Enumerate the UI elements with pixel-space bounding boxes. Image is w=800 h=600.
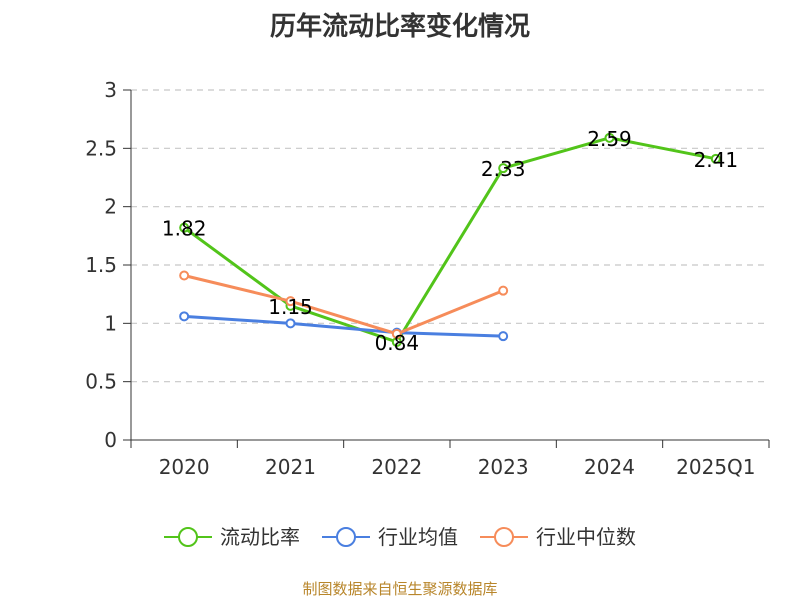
x-tick-label: 2020 xyxy=(159,455,210,479)
legend-marker xyxy=(178,527,198,547)
data-label: 2.41 xyxy=(694,148,739,172)
series-line xyxy=(183,274,504,336)
legend-marker xyxy=(336,527,356,547)
data-label: 0.84 xyxy=(375,331,420,355)
data-point xyxy=(179,270,190,281)
legend-item-2: 行业中位数 xyxy=(480,525,636,549)
data-point xyxy=(179,311,190,322)
y-tick-label: 2 xyxy=(104,195,117,219)
axes: 0 0.5 1 1.5 2 2.5 3 2020 2021 2022 2023 2024 2025Q1 xyxy=(85,78,770,479)
legend-label: 行业中位数 xyxy=(536,525,636,549)
x-tick-label: 2023 xyxy=(478,455,529,479)
y-tick-label: 3 xyxy=(104,78,117,102)
data-label: 2.59 xyxy=(587,127,632,151)
data-labels: 1.82 1.15 0.84 2.33 2.59 2.41 xyxy=(162,127,738,355)
data-point xyxy=(498,163,509,174)
y-tick-label: 0 xyxy=(104,428,117,452)
series-line xyxy=(184,314,504,338)
data-point xyxy=(604,132,615,143)
grid-lines xyxy=(131,89,769,383)
source-note: 制图数据来自恒生聚源数据库 xyxy=(302,580,498,598)
legend: 流动比率 行业均值 行业中位数 xyxy=(164,525,636,549)
x-tick-label: 2021 xyxy=(265,455,316,479)
legend-item-1: 行业均值 xyxy=(322,525,458,549)
x-tick-label: 2025Q1 xyxy=(676,455,755,479)
data-point xyxy=(710,153,721,164)
data-point xyxy=(179,222,190,233)
legend-marker xyxy=(494,527,514,547)
x-tick-label: 2024 xyxy=(584,455,635,479)
series-2 xyxy=(179,270,509,339)
data-label: 1.82 xyxy=(162,217,207,241)
chart-title: 历年流动比率变化情况 xyxy=(269,12,530,42)
data-label: 1.15 xyxy=(268,295,313,319)
y-tick-label: 1 xyxy=(104,311,117,335)
series-line xyxy=(183,136,717,344)
x-tick-label: 2022 xyxy=(371,455,422,479)
data-point xyxy=(391,328,402,339)
data-point xyxy=(285,318,296,329)
legend-item-0: 流动比率 xyxy=(164,525,300,549)
series-layer xyxy=(179,132,721,347)
y-tick-label: 0.5 xyxy=(85,370,117,394)
data-point xyxy=(498,285,509,296)
data-point xyxy=(285,296,296,307)
y-tick-label: 2.5 xyxy=(85,136,117,160)
y-tick-label: 1.5 xyxy=(85,253,117,277)
data-label: 2.33 xyxy=(481,157,526,181)
series-0 xyxy=(179,132,721,347)
legend-label: 流动比率 xyxy=(220,525,300,549)
data-point xyxy=(498,331,509,342)
legend-label: 行业均值 xyxy=(378,525,458,549)
